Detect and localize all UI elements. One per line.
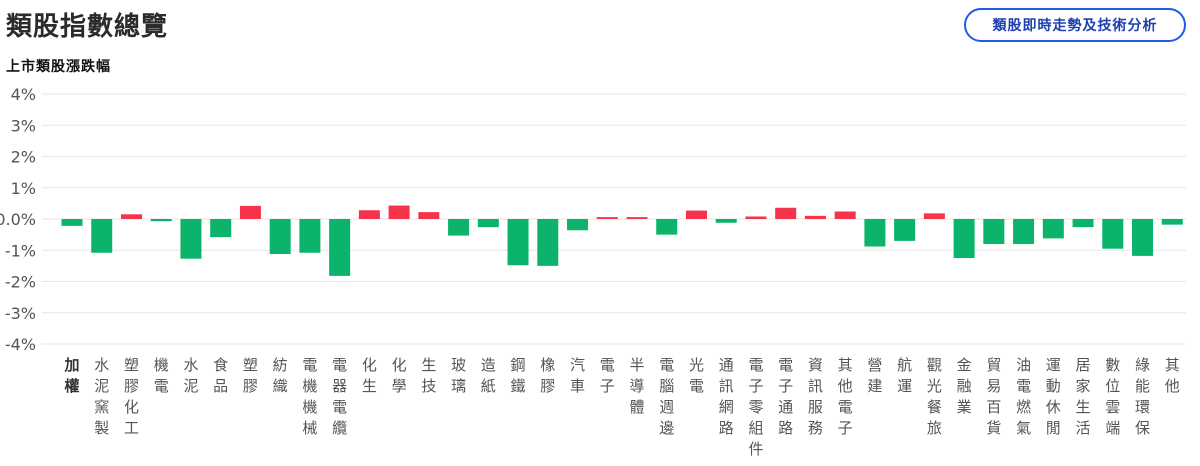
x-tick-label: 橡膠	[540, 356, 555, 395]
x-tick-label: 金融業	[957, 356, 972, 416]
x-tick-label: 居家生活	[1076, 356, 1091, 437]
bar[interactable]	[953, 219, 975, 259]
bar[interactable]	[1161, 219, 1183, 225]
bar[interactable]	[418, 212, 440, 219]
bar[interactable]	[269, 219, 291, 254]
bar[interactable]	[596, 217, 618, 219]
x-tick-label: 油電燃氣	[1016, 356, 1031, 437]
bar[interactable]	[507, 219, 529, 266]
x-tick-label: 運動休閒	[1046, 356, 1061, 437]
x-tick-label: 造紙	[481, 356, 496, 395]
bar[interactable]	[150, 219, 172, 222]
bar[interactable]	[685, 210, 707, 219]
bar[interactable]	[745, 216, 767, 220]
x-tick-label: 水泥	[183, 356, 198, 395]
y-tick-label: -1%	[5, 241, 36, 260]
page-title: 類股指數總覽	[6, 12, 169, 42]
x-tick-label: 化學	[392, 356, 407, 395]
x-tick-label: 貿易百貨	[986, 356, 1001, 437]
y-tick-label: 3%	[11, 116, 36, 135]
bar[interactable]	[388, 205, 410, 219]
x-tick-label: 電腦週邊	[659, 356, 674, 437]
y-tick-label: -4%	[5, 335, 36, 354]
bar[interactable]	[210, 219, 232, 238]
bar[interactable]	[894, 219, 916, 241]
bar[interactable]	[775, 207, 797, 219]
x-tick-label: 半導體	[629, 356, 644, 416]
x-tick-label: 化生	[362, 356, 377, 395]
bar[interactable]	[91, 219, 113, 253]
bar[interactable]	[923, 213, 945, 219]
bar[interactable]	[656, 219, 678, 235]
x-tick-label: 加權	[63, 356, 79, 395]
bar[interactable]	[626, 217, 648, 219]
bar[interactable]	[448, 219, 470, 236]
x-tick-label: 營建	[867, 356, 882, 395]
y-tick-label: 4%	[11, 85, 36, 104]
x-tick-label: 機電	[154, 356, 169, 395]
x-tick-label: 航運	[897, 356, 912, 395]
x-tick-label: 資訊服務	[808, 356, 823, 437]
bar[interactable]	[120, 214, 142, 219]
bar[interactable]	[1132, 219, 1154, 256]
x-tick-label: 通訊網路	[719, 356, 734, 437]
x-tick-label: 其他	[1165, 356, 1180, 395]
bar[interactable]	[358, 210, 380, 219]
bar[interactable]	[477, 219, 499, 228]
x-tick-label: 光電	[689, 356, 704, 395]
x-tick-label: 其他電子	[838, 356, 853, 437]
x-tick-label: 生技	[421, 356, 436, 395]
y-tick-label: -3%	[5, 304, 36, 323]
sector-realtime-analysis-button[interactable]: 類股即時走勢及技術分析	[964, 8, 1186, 42]
x-tick-label: 觀光餐旅	[927, 356, 942, 437]
bar[interactable]	[983, 219, 1005, 244]
bar[interactable]	[1042, 219, 1064, 239]
chart-title: 上市類股漲跌幅	[6, 59, 111, 75]
x-tick-label: 電器電纜	[332, 356, 347, 437]
bar[interactable]	[239, 205, 261, 219]
y-tick-label: 0.0%	[0, 210, 36, 229]
bar[interactable]	[567, 219, 589, 231]
bar[interactable]	[834, 211, 856, 220]
x-tick-label: 綠能環保	[1135, 356, 1150, 437]
bar[interactable]	[537, 219, 559, 266]
bar[interactable]	[299, 219, 321, 253]
bar[interactable]	[864, 219, 886, 247]
x-tick-label: 汽車	[570, 356, 585, 395]
bar[interactable]	[61, 219, 83, 226]
x-tick-label: 電子通路	[778, 356, 793, 437]
x-tick-label: 塑膠	[243, 356, 258, 395]
y-tick-label: 1%	[11, 179, 36, 198]
y-tick-label: -2%	[5, 273, 36, 292]
bar[interactable]	[804, 215, 826, 219]
x-tick-label: 紡織	[273, 356, 288, 395]
x-tick-label: 水泥窯製	[94, 356, 109, 437]
y-tick-label: 2%	[11, 148, 36, 167]
x-tick-label: 鋼鐵	[511, 356, 526, 395]
bar[interactable]	[1072, 219, 1094, 228]
x-tick-label: 食品	[213, 356, 228, 395]
x-tick-label: 電子零組件	[748, 356, 763, 458]
x-tick-label: 電子	[600, 356, 615, 395]
x-tick-label: 數位雲端	[1105, 356, 1120, 437]
bar[interactable]	[1013, 219, 1035, 244]
x-tick-label: 玻璃	[451, 356, 466, 395]
bar[interactable]	[715, 219, 737, 223]
x-tick-label: 塑膠化工	[124, 356, 139, 437]
bar[interactable]	[180, 219, 202, 259]
bar[interactable]	[1102, 219, 1124, 249]
bar[interactable]	[329, 219, 351, 276]
x-tick-label: 電機機械	[302, 356, 317, 437]
